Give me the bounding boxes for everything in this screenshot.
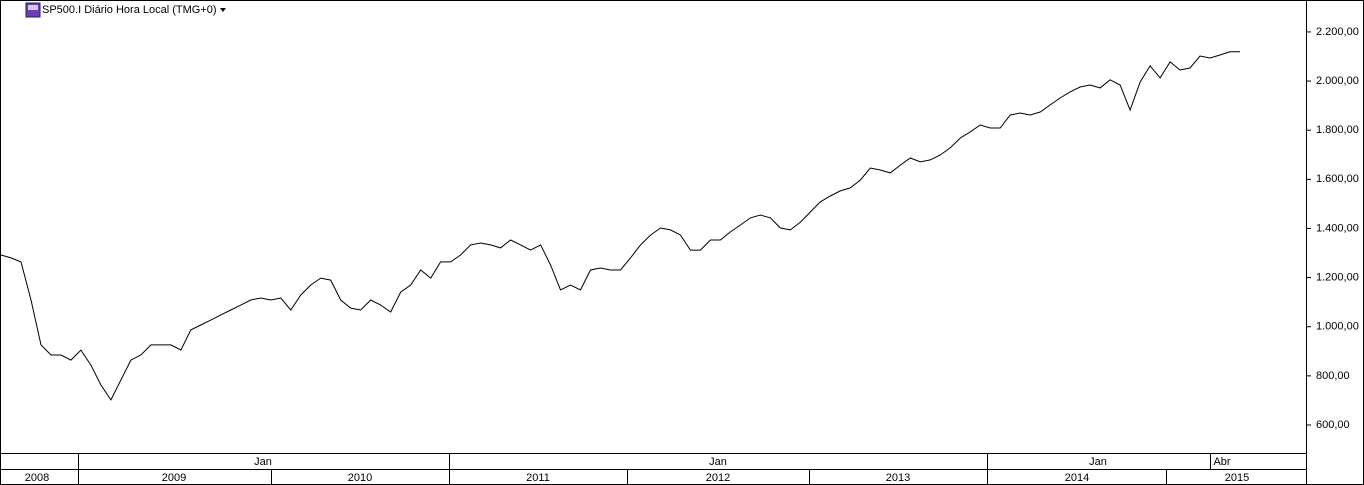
dropdown-arrow[interactable] — [220, 8, 226, 12]
x-year-label: 2014 — [1065, 472, 1089, 484]
x-year-label: 2010 — [348, 472, 372, 484]
y-tick-label: 800,00 — [1316, 370, 1350, 382]
x-month-label: Jan — [709, 456, 727, 468]
y-tick-label: 2.000,00 — [1316, 75, 1359, 87]
x-year-label: 2013 — [886, 472, 910, 484]
x-month-label: Abr — [1213, 456, 1230, 468]
y-tick-label: 1.600,00 — [1316, 173, 1359, 185]
x-month-label: Jan — [254, 456, 272, 468]
y-tick-label: 1.000,00 — [1316, 321, 1359, 333]
x-year-label: 2012 — [706, 472, 730, 484]
x-month-label: Jan — [1089, 456, 1107, 468]
y-tick-label: 600,00 — [1316, 419, 1350, 431]
x-year-label: 2009 — [162, 472, 186, 484]
chart-title[interactable]: SP500.I Diário Hora Local (TMG+0) — [42, 4, 217, 16]
symbol-icon[interactable] — [25, 2, 41, 18]
y-tick-label: 2.200,00 — [1316, 26, 1359, 38]
x-year-label: 2011 — [526, 472, 550, 484]
x-year-label: 2015 — [1225, 472, 1249, 484]
x-year-label: 2008 — [25, 472, 49, 484]
y-tick-label: 1.400,00 — [1316, 222, 1359, 234]
y-tick-label: 1.200,00 — [1316, 272, 1359, 284]
y-tick-label: 1.800,00 — [1316, 124, 1359, 136]
price-line — [0, 51, 1240, 401]
